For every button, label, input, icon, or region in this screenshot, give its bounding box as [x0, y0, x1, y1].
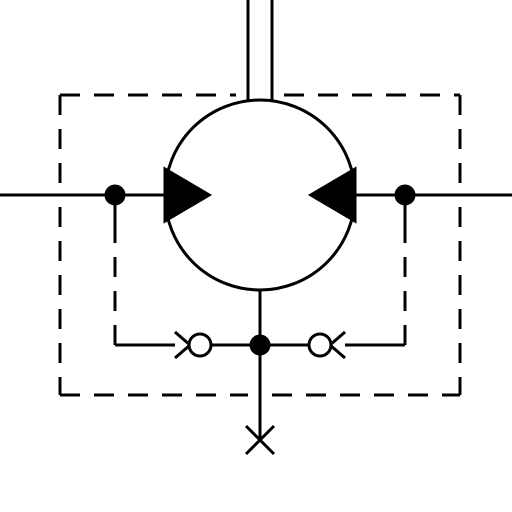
check-valve-right-seat-upper	[330, 332, 345, 345]
node-right-port	[396, 186, 414, 204]
check-valve-left-ball	[189, 334, 211, 356]
check-valve-right-seat-lower	[330, 345, 345, 358]
check-valve-left-seat-lower	[175, 345, 190, 358]
pump-arrow-right	[311, 169, 355, 221]
node-bottom-junction	[251, 336, 269, 354]
hydraulic-schematic	[0, 0, 512, 512]
check-valve-left-seat-upper	[175, 332, 190, 345]
node-left-port	[106, 186, 124, 204]
pump-arrow-left	[165, 169, 209, 221]
check-valve-right-ball	[309, 334, 331, 356]
